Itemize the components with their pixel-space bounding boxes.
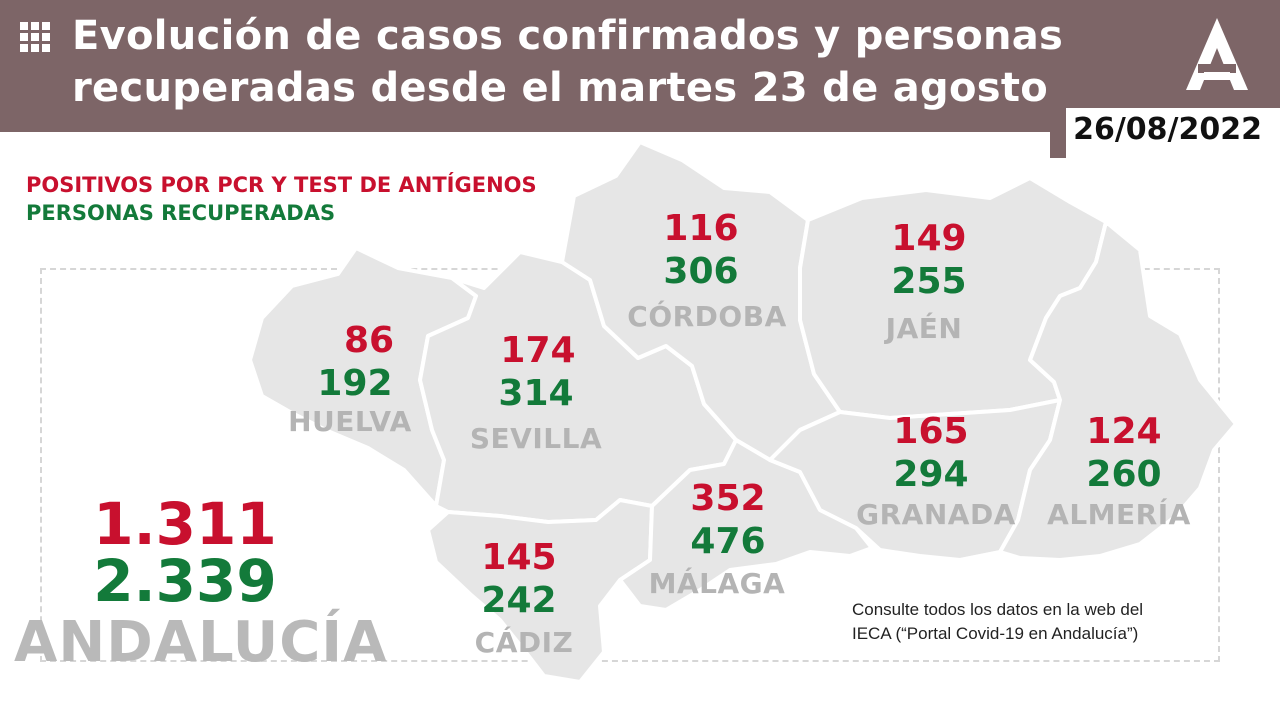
legend-recovered: PERSONAS RECUPERADAS	[26, 201, 336, 225]
junta-andalucia-logo	[1186, 18, 1248, 90]
province-shape-almeria	[998, 220, 1238, 562]
almeria-recovered: 260	[1086, 454, 1162, 495]
cordoba-recovered: 306	[663, 251, 739, 292]
grid-icon	[20, 22, 50, 52]
jaen-label: JAÉN	[885, 312, 963, 345]
malaga-label: MÁLAGA	[648, 567, 786, 600]
region-label: ANDALUCÍA	[14, 610, 388, 675]
granada-positives: 165	[893, 411, 969, 452]
huelva-positives: 86	[343, 320, 395, 361]
malaga-positives: 352	[690, 478, 766, 519]
jaen-positives: 149	[891, 218, 967, 259]
report-date: 26/08/2022	[1073, 112, 1262, 147]
cordoba-positives: 116	[663, 208, 739, 249]
total-positives: 1.311	[93, 490, 277, 558]
almeria-positives: 124	[1086, 411, 1162, 452]
legend-positives: POSITIVOS POR PCR Y TEST DE ANTÍGENOS	[26, 173, 537, 197]
province-shape-malaga	[618, 438, 874, 612]
jaen-recovered: 255	[891, 261, 967, 302]
granada-label: GRANADA	[856, 498, 1016, 531]
cadiz-positives: 145	[481, 537, 557, 578]
granada-recovered: 294	[893, 454, 969, 495]
cadiz-recovered: 242	[481, 580, 557, 621]
cadiz-label: CÁDIZ	[474, 626, 574, 659]
sevilla-recovered: 314	[498, 373, 574, 414]
cordoba-label: CÓRDOBA	[627, 300, 787, 333]
total-recovered: 2.339	[93, 547, 277, 615]
huelva-label: HUELVA	[288, 405, 412, 438]
province-shape-cadiz	[426, 498, 654, 684]
footnote: Consulte todos los datos en la web del I…	[852, 600, 1144, 643]
huelva-recovered: 192	[317, 363, 393, 404]
sevilla-label: SEVILLA	[469, 422, 603, 455]
date-box	[1066, 108, 1280, 158]
sevilla-positives: 174	[500, 330, 576, 371]
almeria-label: ALMERÍA	[1047, 498, 1191, 531]
page-title: Evolución de casos confirmados y persona…	[72, 13, 1064, 111]
malaga-recovered: 476	[690, 521, 766, 562]
